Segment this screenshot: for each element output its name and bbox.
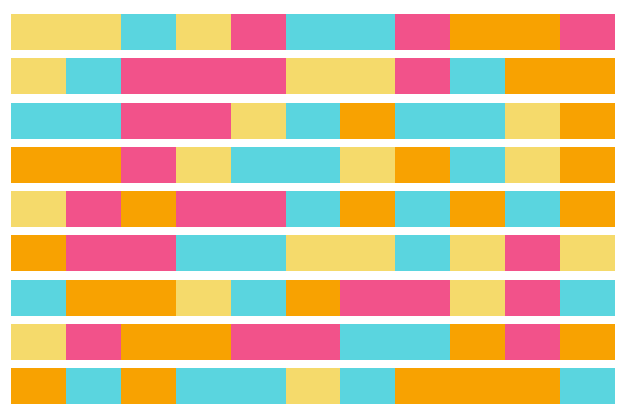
tile-orange[interactable] <box>560 191 615 227</box>
tile-orange[interactable] <box>560 102 615 139</box>
tile-row-6 <box>11 235 615 272</box>
tile-orange[interactable] <box>120 191 176 227</box>
tile-cyan[interactable] <box>560 368 615 404</box>
tile-cyan[interactable] <box>285 14 396 50</box>
tile-cyan[interactable] <box>285 191 341 227</box>
tile-yellow[interactable] <box>450 279 506 316</box>
tile-row-3 <box>11 102 615 139</box>
tile-cyan[interactable] <box>65 58 121 95</box>
tile-pink[interactable] <box>505 323 561 360</box>
tile-pink[interactable] <box>65 235 176 272</box>
tile-orange[interactable] <box>65 279 176 316</box>
tile-cyan[interactable] <box>175 235 286 272</box>
tile-orange[interactable] <box>11 235 66 272</box>
tile-row-8 <box>11 323 615 360</box>
tile-orange[interactable] <box>120 323 231 360</box>
tile-cyan[interactable] <box>395 191 451 227</box>
tile-yellow[interactable] <box>11 14 121 50</box>
tile-cyan[interactable] <box>340 368 396 404</box>
tile-pink[interactable] <box>230 323 341 360</box>
tile-cyan[interactable] <box>395 102 506 139</box>
tile-row-2 <box>11 58 615 95</box>
tile-yellow[interactable] <box>285 368 341 404</box>
tile-cyan[interactable] <box>65 368 121 404</box>
tile-yellow[interactable] <box>175 279 231 316</box>
tile-orange[interactable] <box>340 191 396 227</box>
tile-pink[interactable] <box>120 58 286 95</box>
tile-row-9 <box>11 368 615 404</box>
tile-yellow[interactable] <box>505 146 561 183</box>
tile-yellow[interactable] <box>285 235 396 272</box>
tile-row-5 <box>11 191 615 227</box>
tile-row-7 <box>11 279 615 316</box>
tile-orange[interactable] <box>340 102 396 139</box>
tile-pink[interactable] <box>395 58 451 95</box>
tile-cyan[interactable] <box>11 102 121 139</box>
tile-pink[interactable] <box>560 14 615 50</box>
tile-orange[interactable] <box>450 14 561 50</box>
tile-pink[interactable] <box>230 14 286 50</box>
tile-yellow[interactable] <box>175 146 231 183</box>
tile-pink[interactable] <box>340 279 451 316</box>
tile-yellow[interactable] <box>175 14 231 50</box>
tile-cyan[interactable] <box>285 102 341 139</box>
tile-yellow[interactable] <box>11 191 66 227</box>
tile-orange[interactable] <box>11 368 66 404</box>
tile-orange[interactable] <box>450 323 506 360</box>
tile-yellow[interactable] <box>11 323 66 360</box>
tile-pink[interactable] <box>65 323 121 360</box>
tile-orange[interactable] <box>285 279 341 316</box>
tile-pink[interactable] <box>505 235 561 272</box>
tile-orange[interactable] <box>560 323 615 360</box>
tile-orange[interactable] <box>11 146 121 183</box>
tile-pink[interactable] <box>65 191 121 227</box>
tile-orange[interactable] <box>505 58 615 95</box>
tile-yellow[interactable] <box>230 102 286 139</box>
tile-cyan[interactable] <box>230 146 341 183</box>
tile-board <box>11 14 615 404</box>
tile-pink[interactable] <box>175 191 286 227</box>
tile-yellow[interactable] <box>285 58 396 95</box>
tile-cyan[interactable] <box>505 191 561 227</box>
tile-orange[interactable] <box>560 146 615 183</box>
tile-yellow[interactable] <box>560 235 615 272</box>
tile-yellow[interactable] <box>450 235 506 272</box>
tile-cyan[interactable] <box>450 146 506 183</box>
tile-row-4 <box>11 146 615 183</box>
tile-cyan[interactable] <box>560 279 615 316</box>
tile-pink[interactable] <box>395 14 451 50</box>
tile-orange[interactable] <box>395 368 561 404</box>
tile-row-1 <box>11 14 615 50</box>
tile-cyan[interactable] <box>11 279 66 316</box>
tile-yellow[interactable] <box>11 58 66 95</box>
tile-cyan[interactable] <box>450 58 506 95</box>
tile-pink[interactable] <box>120 102 231 139</box>
tile-pink[interactable] <box>505 279 561 316</box>
tile-orange[interactable] <box>120 368 176 404</box>
tile-cyan[interactable] <box>175 368 286 404</box>
tile-cyan[interactable] <box>120 14 176 50</box>
tile-pink[interactable] <box>120 146 176 183</box>
tile-cyan[interactable] <box>395 235 451 272</box>
tile-orange[interactable] <box>395 146 451 183</box>
tile-cyan[interactable] <box>230 279 286 316</box>
tile-yellow[interactable] <box>505 102 561 139</box>
tile-yellow[interactable] <box>340 146 396 183</box>
tile-cyan[interactable] <box>340 323 451 360</box>
tile-orange[interactable] <box>450 191 506 227</box>
